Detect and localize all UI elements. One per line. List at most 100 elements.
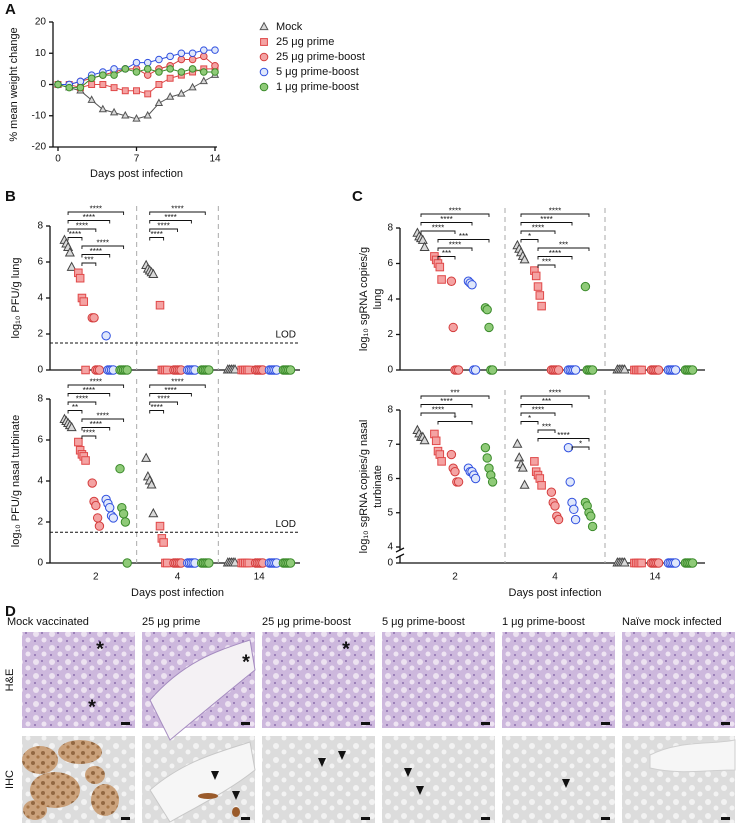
marker-square xyxy=(431,436,441,446)
significance-bracket xyxy=(81,254,111,258)
marker-triangle xyxy=(517,462,528,472)
marker-triangle xyxy=(188,82,197,91)
significance-label: **** xyxy=(440,215,452,224)
scale-bar xyxy=(241,722,250,725)
he-image xyxy=(622,632,735,728)
significance-label: **** xyxy=(549,207,561,216)
significance-label: * xyxy=(453,414,456,423)
significance-label: * xyxy=(528,414,531,423)
marker-circle xyxy=(110,71,118,79)
significance-bracket xyxy=(420,395,490,399)
x-axis-label: Days post infection xyxy=(90,168,183,180)
airway xyxy=(149,741,256,823)
marker-square xyxy=(81,456,90,465)
marker-circle xyxy=(177,68,186,76)
y-tick-label: 6 xyxy=(387,258,393,269)
significance-bracket xyxy=(520,395,590,399)
y-axis-label: log₁₀ PFU/g nasal turbinate xyxy=(10,415,22,547)
panel-label: A xyxy=(5,1,16,18)
marker-circle xyxy=(143,71,152,79)
marker-square xyxy=(79,297,89,306)
marker-circle xyxy=(94,521,105,531)
significance-label: **** xyxy=(76,395,88,404)
marker-circle xyxy=(211,68,219,76)
legend-marker xyxy=(260,38,268,46)
significance-label: **** xyxy=(432,224,444,233)
marker-square xyxy=(81,365,90,375)
marker-square xyxy=(74,437,83,447)
significance-bracket xyxy=(67,384,125,388)
x-axis-label: Days post infection xyxy=(131,587,224,599)
marker-triangle xyxy=(121,110,130,119)
marker-circle xyxy=(587,521,598,532)
significance-label: **** xyxy=(449,207,461,216)
marker-circle xyxy=(546,487,557,497)
x-tick-label: 14 xyxy=(649,572,661,583)
marker-circle xyxy=(670,365,681,375)
he-image xyxy=(262,632,375,728)
significance-label: **** xyxy=(150,403,162,412)
marker-circle xyxy=(166,52,174,61)
marker-square xyxy=(637,365,646,375)
y-tick-label: 0 xyxy=(387,558,393,569)
y-tick-label: 8 xyxy=(37,221,43,232)
marker-triangle xyxy=(177,89,186,97)
x-tick-label: 14 xyxy=(209,154,221,165)
he-image xyxy=(502,632,615,728)
marker-circle xyxy=(118,509,129,519)
marker-circle xyxy=(446,276,457,286)
marker-circle xyxy=(586,511,596,521)
ihc-stain xyxy=(30,772,80,808)
significance-bracket xyxy=(149,401,178,405)
legend-label: 5 μg prime-boost xyxy=(276,66,359,78)
marker-triangle xyxy=(229,557,241,567)
arrowhead xyxy=(404,768,412,777)
marker-square xyxy=(437,275,446,284)
y-tick-label: 8 xyxy=(387,405,393,416)
marker-triangle xyxy=(514,452,525,462)
arrowhead xyxy=(211,771,219,780)
marker-circle xyxy=(204,365,214,375)
significance-label: **** xyxy=(532,224,544,233)
x-tick-label: 14 xyxy=(254,572,266,583)
ihc-image xyxy=(262,736,375,823)
scale-bar xyxy=(361,722,370,725)
significance-bracket xyxy=(537,438,590,442)
marker-circle xyxy=(92,513,103,523)
marker-square xyxy=(166,74,174,82)
x-axis-label: Days post infection xyxy=(509,587,602,599)
legend-label: 25 μg prime xyxy=(276,36,334,48)
marker-circle xyxy=(188,55,197,64)
marker-circle xyxy=(188,49,197,58)
significance-label: **** xyxy=(150,230,162,239)
significance-label: * xyxy=(528,232,531,241)
axis-break xyxy=(395,547,405,553)
y-tick-label: 5 xyxy=(387,507,393,518)
marker-triangle xyxy=(417,234,428,244)
y-tick-label: 20 xyxy=(35,17,47,28)
significance-bracket xyxy=(537,247,590,251)
airway xyxy=(649,739,736,773)
significance-label: *** xyxy=(559,241,568,250)
significance-bracket xyxy=(537,264,556,268)
marker-triangle xyxy=(66,421,77,432)
marker-triangle xyxy=(146,479,157,489)
marker-circle xyxy=(143,58,152,67)
scale-bar xyxy=(721,817,730,820)
significance-bracket xyxy=(67,401,97,405)
legend-marker xyxy=(259,67,269,77)
legend-marker xyxy=(259,52,269,62)
marker-circle xyxy=(211,61,219,70)
marker-circle xyxy=(115,464,125,474)
ihc-stain xyxy=(232,807,240,817)
column-title: Naïve mock infected xyxy=(622,616,722,628)
significance-bracket xyxy=(520,230,556,234)
ihc-stain xyxy=(58,740,102,764)
marker-circle xyxy=(484,322,494,333)
scale-bar xyxy=(481,817,490,820)
significance-label: **** xyxy=(540,215,552,224)
y-axis-label: turbinate xyxy=(372,465,384,508)
ihc-image xyxy=(382,736,495,823)
marker-circle xyxy=(553,514,564,525)
